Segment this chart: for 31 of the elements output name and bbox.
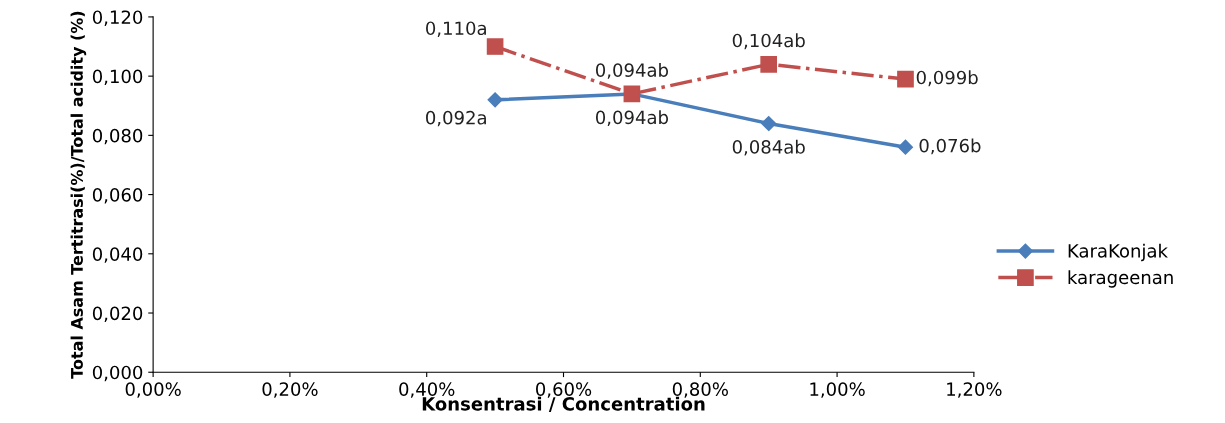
x-tick-label: 0,80% [672,382,728,398]
point [487,92,503,108]
point [897,139,914,155]
y-tick-label: 0,100 [92,69,143,86]
point [897,70,914,88]
y-tick-label: 0,060 [92,188,143,204]
y-tick-label: 0,080 [92,128,143,145]
data-label: 0,092a [426,110,486,127]
y-tick-label: 0,000 [92,365,143,382]
x-tick-label: 1,00% [810,382,865,398]
x-tick-label: 0,60% [536,382,592,398]
data-label: 0,084ab [732,139,805,156]
data-label: 0,099b [916,70,978,87]
point [486,38,504,55]
x-tick-label: 1,20% [947,382,1002,398]
data-label: 0,094ab [595,62,669,79]
point [761,115,777,132]
y-tick-label: 0,020 [92,306,143,322]
x-tick-label: 0,40% [399,382,455,398]
legend-label: karageenan [1068,270,1173,288]
data-label: 0,110a [426,21,486,37]
data-label: 0,094ab [595,110,669,126]
point [760,55,778,73]
y-tick-label: 0,120 [92,10,143,26]
legend-label: KaraKonjak [1068,243,1168,262]
y-tick-label: 0,040 [92,247,143,263]
data-label: 0,104ab [732,33,805,50]
x-tick-label: 0,20% [262,382,318,398]
data-label: 0,076b [919,138,981,155]
x-tick-label: 0,00% [125,382,181,398]
y-axis-title: Total Asam Tertitrasi(%)/Total acidity (%) [70,11,87,379]
